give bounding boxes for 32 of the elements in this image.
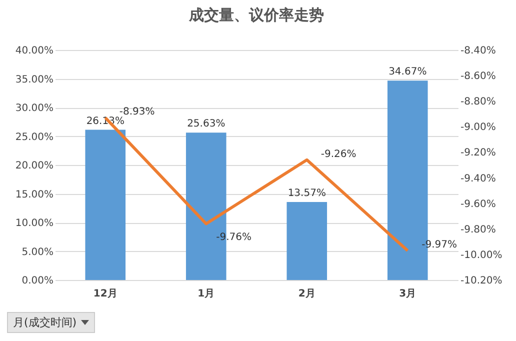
y-tick-label: 30.00% [15,103,54,114]
y2-tick-label: -8.80% [460,96,496,108]
y2-tick-label: -9.60% [460,198,496,210]
bar [85,130,126,280]
data-label: 13.57% [288,188,326,199]
bar [286,202,328,280]
x-tick-label: 3月 [399,288,416,300]
y2-tick-label: -8.40% [460,46,496,56]
y2-tick-label: -10.20% [460,276,502,286]
chart-title: 成交量、议价率走势 [188,6,324,24]
y-tick-label: 35.00% [15,74,54,86]
y2-tick-label: -8.60% [460,71,496,82]
y2-tick-label: -9.40% [460,173,496,184]
y-tick-label: 15.00% [15,189,54,200]
data-label: 34.67% [388,66,427,78]
y-tick-label: 5.00% [22,246,54,258]
y-tick-label: 25.00% [15,132,54,143]
y-tick-label: 20.00% [15,160,54,172]
data-label: -8.93% [119,106,155,118]
data-label: 25.63% [187,118,226,130]
x-tick-label: 2月 [298,288,316,300]
x-tick-label: 1月 [198,288,215,300]
y2-tick-label: -9.20% [460,148,496,159]
y-tick-label: 0.00% [22,276,54,286]
y2-tick-label: -9.00% [460,122,496,134]
field-button: 月(成交时间) [7,312,95,333]
y-tick-label: 40.00% [15,46,54,56]
data-label: -9.26% [320,148,356,160]
y2-tick-label: -9.80% [460,224,496,236]
y2-tick-label: -10.00% [460,250,502,261]
y-tick-label: 10.00% [15,218,54,229]
x-tick-label: 12月 [93,288,118,300]
